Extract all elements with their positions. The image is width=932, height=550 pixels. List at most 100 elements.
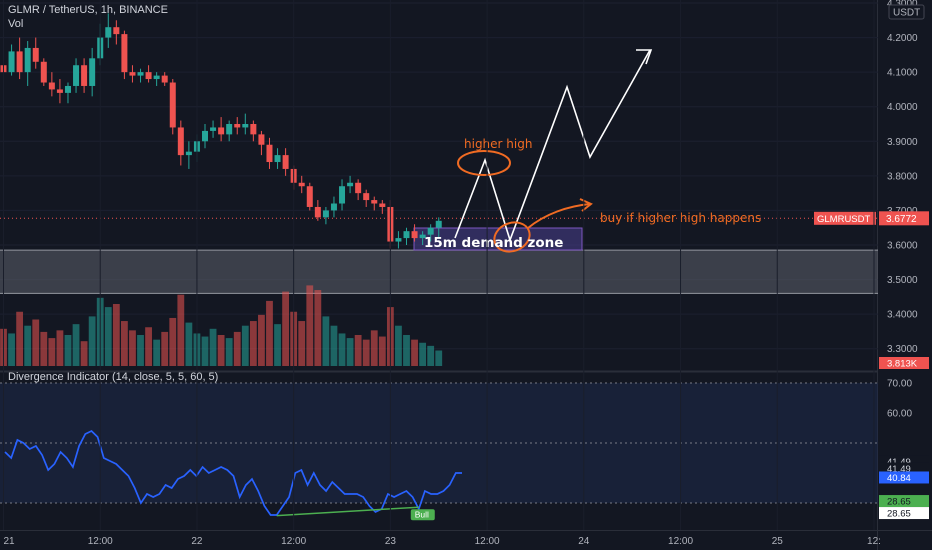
candle-body — [395, 238, 402, 242]
indicator-value-tag: 41.49 — [887, 464, 911, 475]
candle-body — [48, 82, 55, 90]
volume-bar — [80, 341, 88, 366]
candle-body — [185, 151, 192, 156]
indicator-tick-label: 70.00 — [887, 379, 912, 390]
volume-bar — [395, 325, 402, 366]
time-tick-label: 24 — [578, 536, 590, 547]
volume-bar — [346, 338, 354, 366]
time-tick-label: 22 — [191, 536, 203, 547]
volume-bar — [225, 338, 233, 366]
candle-body — [371, 200, 378, 204]
volume-bar — [266, 300, 273, 366]
candle-body — [242, 124, 249, 128]
candle-body — [306, 186, 313, 207]
currency-box — [888, 4, 925, 20]
candle-body — [40, 61, 47, 83]
volume-bar — [217, 335, 225, 366]
volume-bar — [241, 325, 249, 366]
candle-body — [250, 124, 257, 135]
candle-body — [161, 75, 168, 83]
candle-body — [202, 130, 208, 142]
indicator-tick-label: 60.00 — [887, 409, 912, 420]
candle-body — [274, 155, 281, 163]
bull-badge-bg — [410, 509, 435, 521]
symbol-tag-bg — [814, 211, 876, 225]
entry-circle — [493, 221, 531, 253]
candle-body — [145, 72, 152, 80]
volume-bar — [129, 330, 136, 366]
bull-badge-label: Bull — [415, 510, 429, 520]
price-tick-label: 4.0000 — [887, 102, 918, 113]
indicator-value-tag-bg — [879, 471, 929, 484]
volume-bar — [32, 319, 40, 366]
price-tag-value: 3.6772 — [886, 214, 917, 225]
demand-zone-layer — [0, 2, 878, 350]
candle-body — [64, 85, 71, 93]
symbol-tag: GLMRUSDT — [817, 214, 871, 225]
indicator-value-tag-bg — [879, 507, 929, 520]
volume-bar — [161, 331, 169, 366]
candle-body — [355, 182, 362, 194]
price-tag: GLMRUSDT 3.6772 3.813K — [0, 211, 929, 370]
candle-body — [363, 193, 370, 201]
candle-body — [226, 124, 233, 135]
candle-body — [419, 234, 426, 239]
candle-body — [427, 227, 434, 235]
candle-body — [113, 27, 120, 35]
time-axis: 21 12:00 22 12:00 23 12:00 24 12:00 25 12: — [3, 0, 881, 547]
candle-body — [403, 231, 410, 239]
volume-bar — [282, 291, 289, 366]
volume-bar — [40, 331, 48, 366]
demand-zone — [0, 250, 878, 294]
candle-body — [266, 144, 273, 163]
volume-bar — [249, 321, 257, 366]
time-tick-label: 12: — [867, 536, 881, 547]
volume-bar — [354, 335, 362, 366]
price-tick-label: 3.3000 — [887, 344, 918, 355]
bull-divergence-line — [276, 506, 419, 517]
volume-bar — [137, 335, 144, 366]
candle-body — [379, 203, 386, 207]
projected-path — [454, 49, 651, 243]
volume-bar — [419, 342, 427, 366]
currency-label: USDT — [893, 8, 920, 19]
candle-body — [210, 127, 217, 131]
volume-bar — [145, 327, 152, 366]
time-tick-label: 25 — [772, 536, 784, 547]
time-tick-label: 12:00 — [88, 536, 113, 547]
indicator-value-tag: 40.84 — [887, 473, 911, 484]
volume-bar — [435, 350, 443, 366]
volume-bar — [153, 339, 161, 366]
volume-bar — [185, 322, 193, 366]
time-tick-label: 12:00 — [281, 536, 306, 547]
candle-body — [129, 72, 136, 76]
time-tick-label: 23 — [385, 536, 397, 547]
volume-bar — [330, 325, 338, 366]
candle-body — [105, 27, 112, 38]
time-tick-label: 12:00 — [475, 536, 500, 547]
indicator-title: Divergence Indicator (14, close, 5, 5, 6… — [8, 371, 219, 383]
volume-bar — [233, 331, 241, 366]
volume-bar — [177, 294, 185, 366]
candle-body — [121, 34, 128, 73]
volume-bar — [72, 324, 80, 366]
chart-title: GLMR / TetherUS, 1h, BINANCE — [8, 4, 168, 16]
volume-label: Vol — [8, 18, 24, 30]
volume-bar — [209, 328, 217, 366]
candle-body — [56, 89, 63, 93]
candle-body — [169, 82, 176, 128]
candle-body — [153, 75, 160, 80]
candle-body — [177, 127, 184, 156]
volume-bar — [427, 345, 435, 366]
candle-body — [282, 155, 289, 169]
volume-bar — [411, 339, 418, 366]
candle-body — [435, 220, 442, 228]
higher-high-label: higher high — [464, 137, 532, 151]
time-tick-label: 12:00 — [668, 536, 693, 547]
volume-bar — [169, 317, 177, 366]
volume-bar — [338, 333, 346, 366]
candle-body — [339, 186, 346, 204]
candle-body — [16, 51, 23, 73]
indicator-line — [4, 429, 462, 516]
